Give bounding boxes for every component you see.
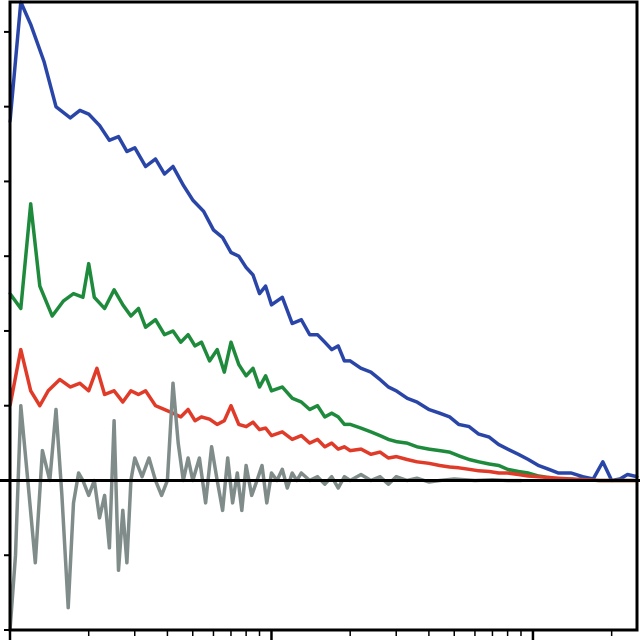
series-line-4	[8, 381, 523, 632]
series-layer	[8, 0, 639, 632]
series-line-1	[8, 0, 639, 483]
series-line-2	[8, 202, 639, 483]
plot-frame	[8, 0, 639, 632]
series-line-3	[8, 347, 639, 483]
